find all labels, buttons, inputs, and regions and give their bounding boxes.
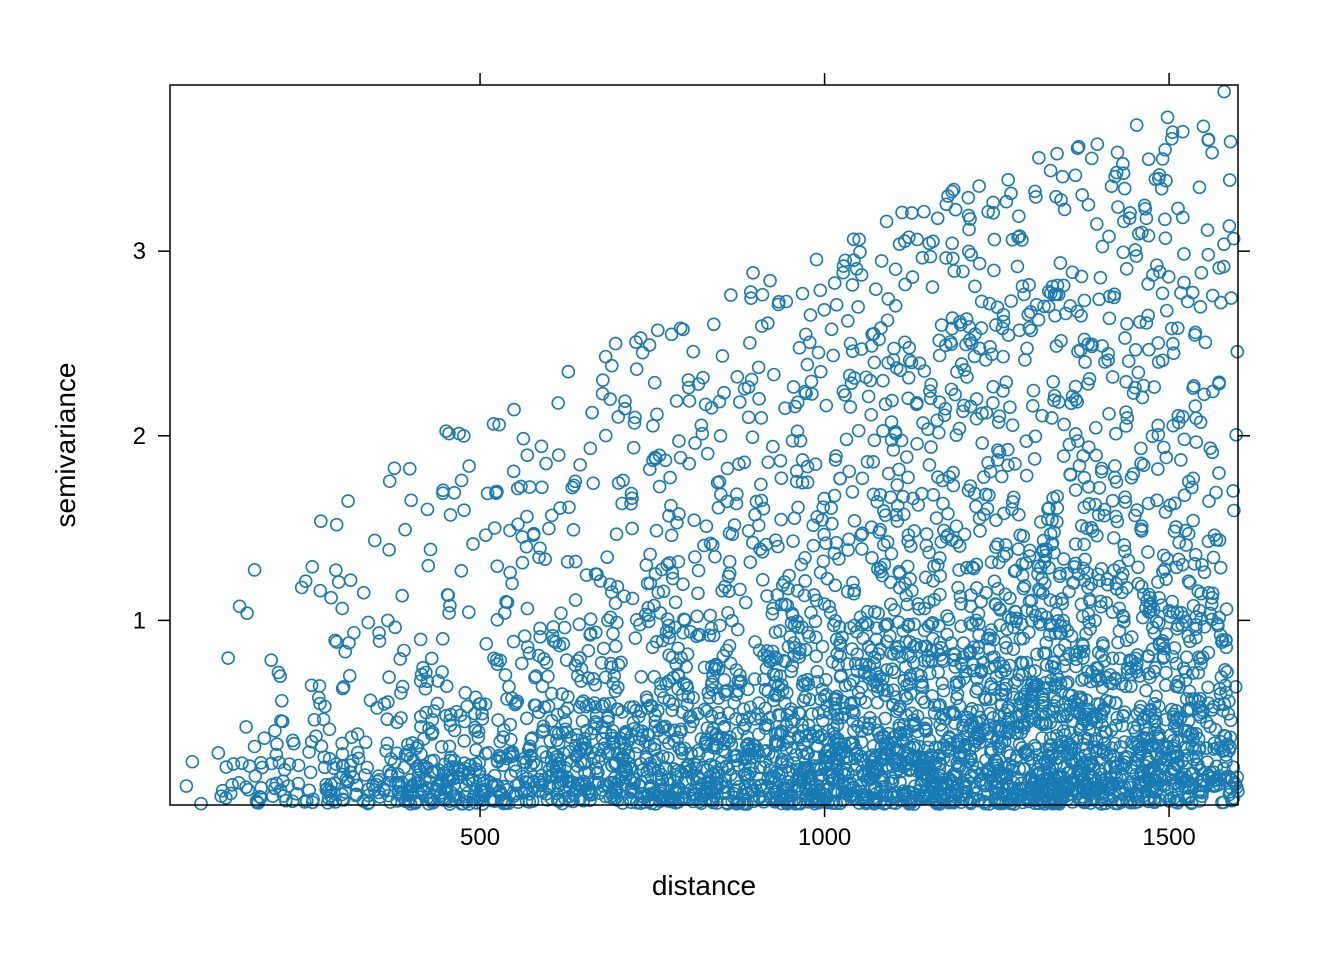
x-tick-label: 1500: [1142, 824, 1195, 851]
x-tick-label: 500: [460, 824, 500, 851]
y-tick-label: 2: [133, 423, 146, 450]
x-tick-label: 1000: [798, 824, 851, 851]
chart-svg: 500 1000 1500 1 2 3 distance semivariance: [0, 0, 1344, 960]
y-tick-label: 3: [133, 238, 146, 265]
x-axis-label: distance: [652, 870, 756, 901]
variogram-cloud-chart: 500 1000 1500 1 2 3 distance semivariance: [0, 0, 1344, 960]
y-axis-label: semivariance: [50, 363, 81, 528]
y-tick-label: 1: [133, 607, 146, 634]
